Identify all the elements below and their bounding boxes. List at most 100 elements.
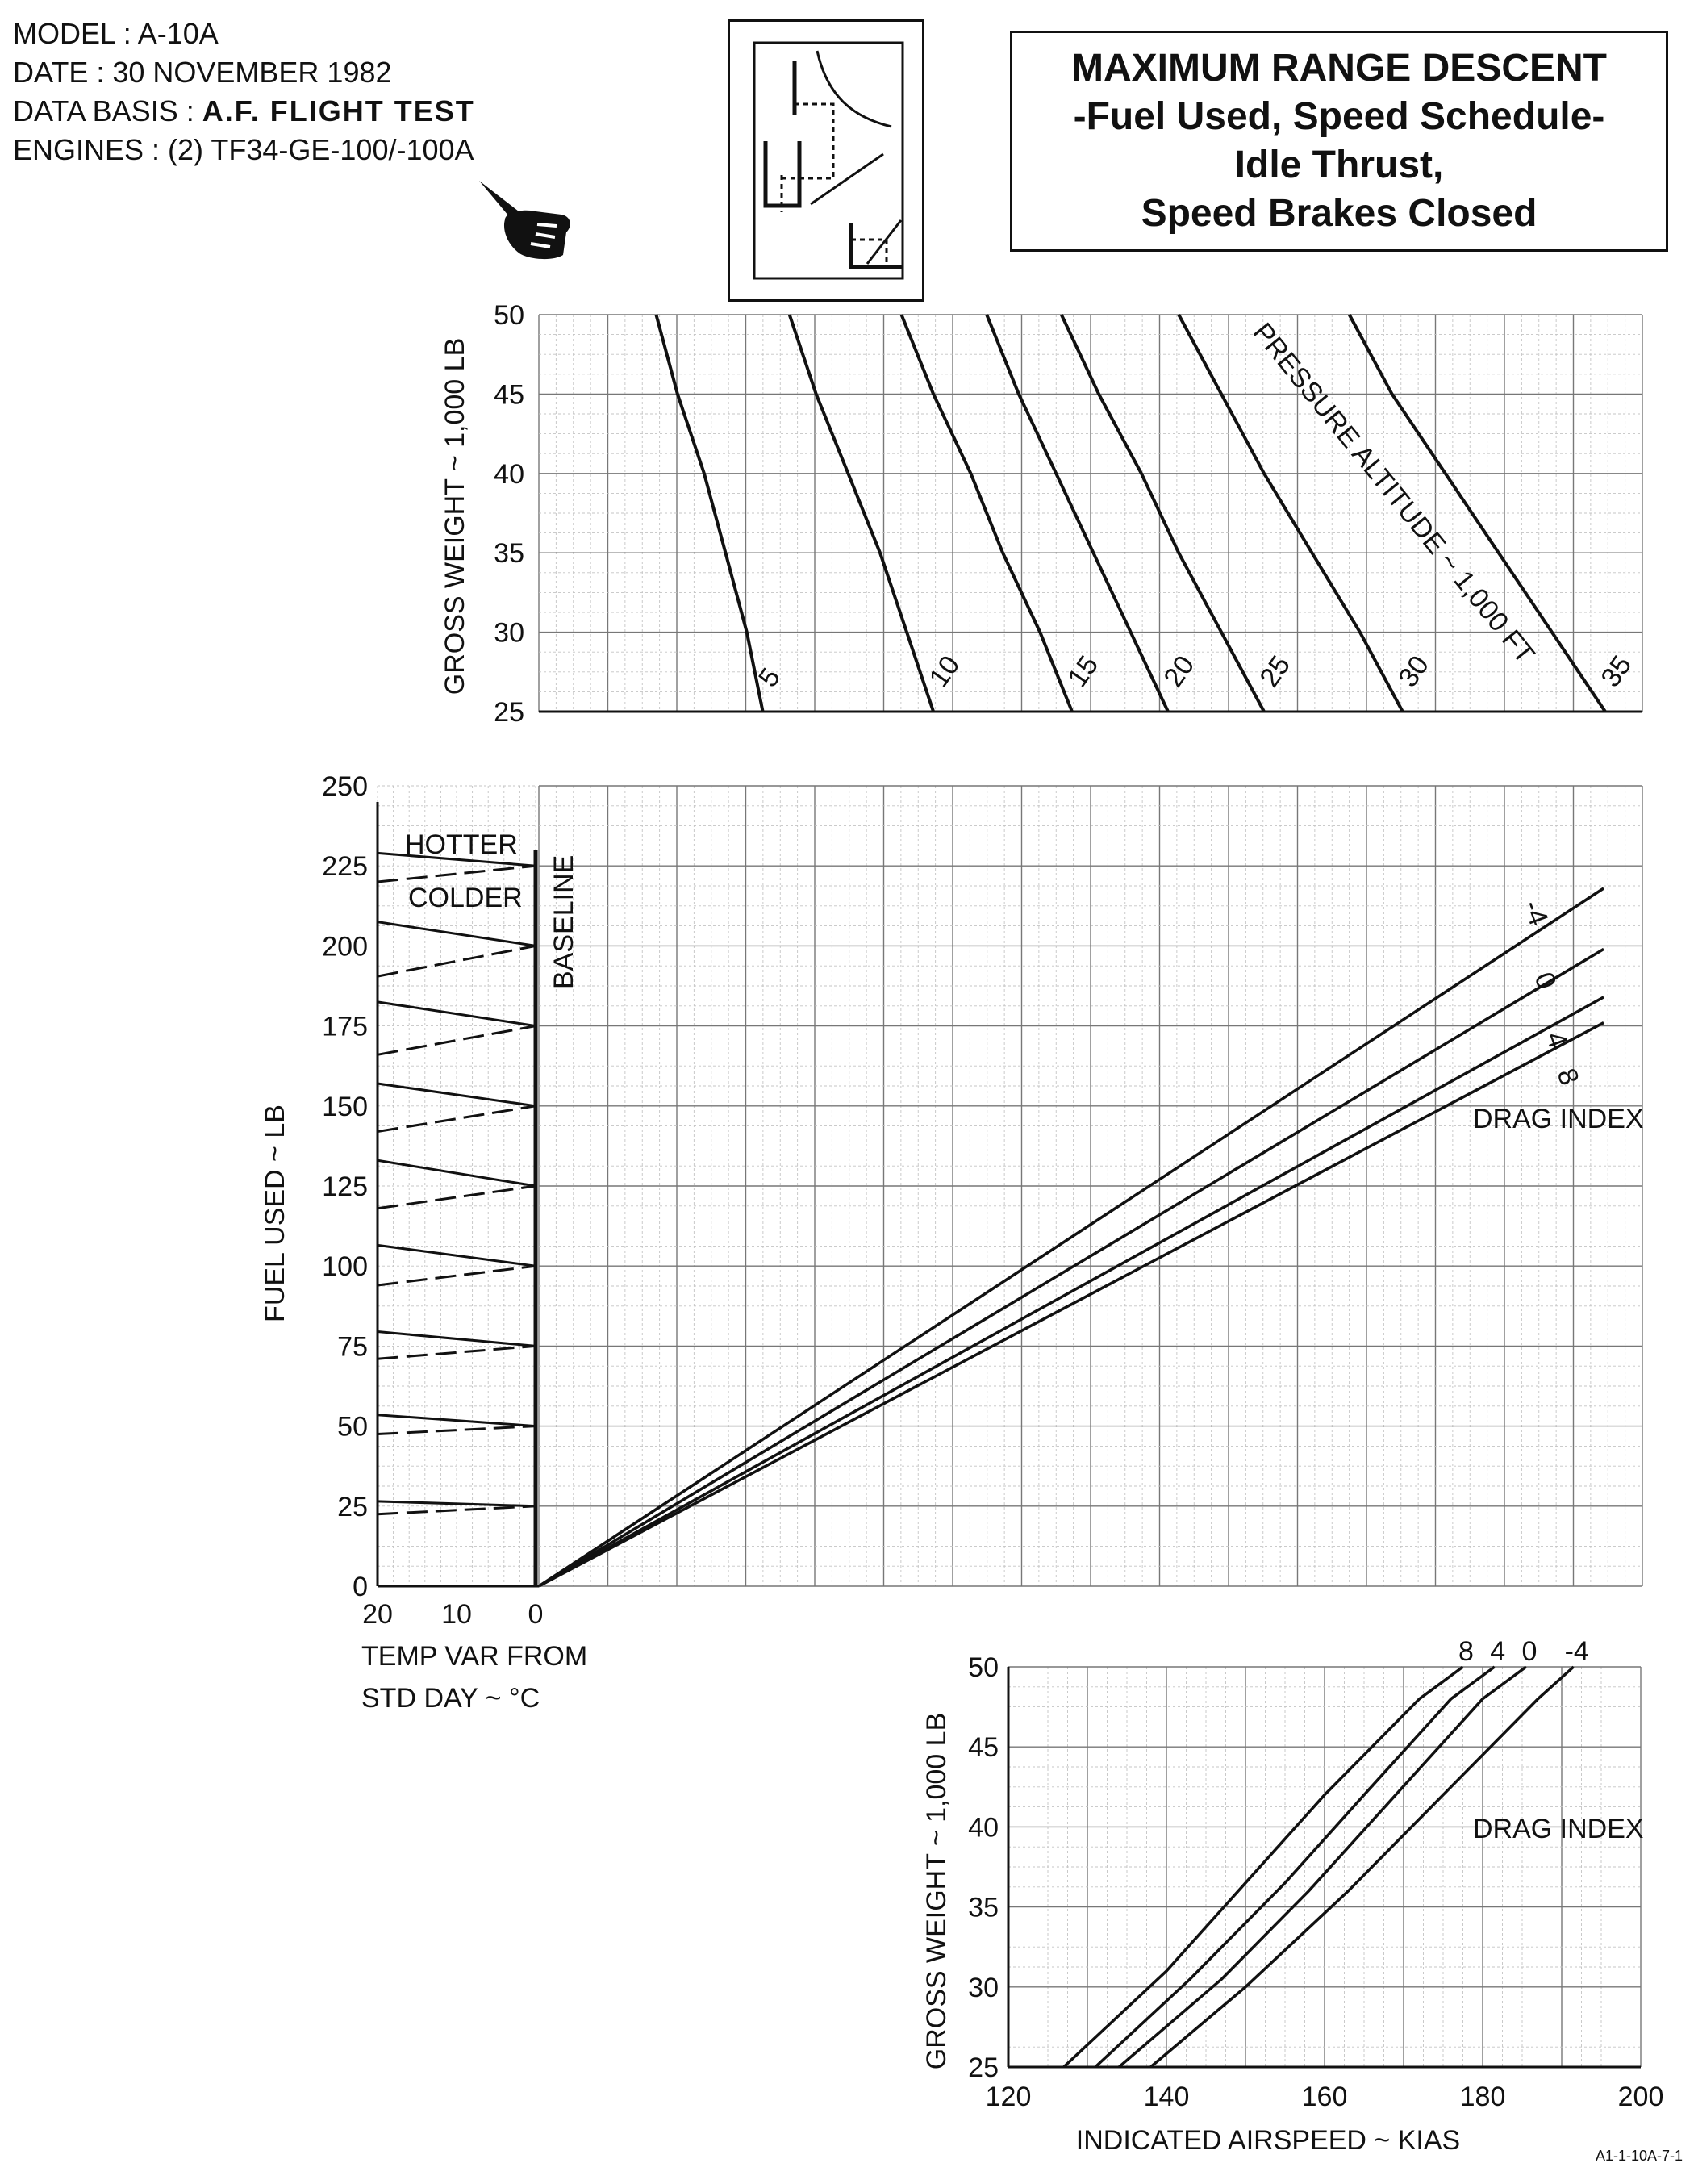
data-basis-row: DATA BASIS : A.F. FLIGHT TEST xyxy=(13,92,475,131)
data-basis-label: DATA BASIS : xyxy=(13,94,194,127)
colder-line xyxy=(377,864,536,883)
chart-grids xyxy=(377,314,1643,2068)
colder-line xyxy=(377,1264,536,1287)
airspeed-curve-drag-0 xyxy=(1118,1665,1527,2069)
model-label: MODEL : A-10A xyxy=(13,17,219,50)
middle-y-axis-label: FUEL USED ~ LB xyxy=(260,1105,290,1322)
fuel-y-tick-label: 25 xyxy=(337,1492,368,1522)
hotter-label: HOTTER xyxy=(405,829,518,860)
chart-curves xyxy=(377,314,1607,2069)
bottom-y-tick-label: 30 xyxy=(968,1973,999,2003)
colder-line xyxy=(377,1344,536,1360)
data-basis-value: A.F. FLIGHT TEST xyxy=(202,94,475,127)
airspeed-curve-label: -4 xyxy=(1565,1636,1589,1667)
bottom-y-tick-label: 50 xyxy=(968,1652,999,1683)
colder-line xyxy=(377,1425,536,1436)
hotter-line xyxy=(377,851,536,867)
fuel-y-tick-label: 175 xyxy=(322,1012,368,1042)
fuel-line-drag-8 xyxy=(538,1021,1604,1588)
pointing-hand-icon xyxy=(479,181,570,260)
bottom-y-tick-label: 35 xyxy=(968,1893,999,1923)
date-label: DATE : 30 NOVEMBER 1982 xyxy=(13,56,392,89)
bottom-y-tick-label: 25 xyxy=(968,2052,999,2083)
airspeed-curve-label: 4 xyxy=(1490,1636,1505,1667)
top-y-tick-label: 30 xyxy=(494,618,524,649)
altitude-curve-label: 30 xyxy=(1392,650,1435,693)
fuel-y-tick-label: 250 xyxy=(322,771,368,802)
title-line-2: -Fuel Used, Speed Schedule- xyxy=(1073,95,1605,138)
hotter-line xyxy=(377,921,536,947)
airspeed-curve-label: 0 xyxy=(1521,1636,1537,1667)
hotter-line xyxy=(377,1500,536,1508)
top-y-tick-label: 25 xyxy=(494,697,524,728)
altitude-curve-30 xyxy=(1177,314,1404,712)
colder-line xyxy=(377,944,536,978)
colder-line xyxy=(377,1184,536,1210)
title-line-3: Idle Thrust, xyxy=(1234,144,1444,186)
bottom-x-tick-label: 120 xyxy=(986,2082,1032,2112)
bottom-x-tick-label: 180 xyxy=(1460,2082,1506,2112)
title-line-1: MAXIMUM RANGE DESCENT xyxy=(1070,47,1607,90)
bottom-drag-index-label: DRAG INDEX xyxy=(1473,1814,1644,1844)
top-y-tick-label: 50 xyxy=(494,300,524,331)
hotter-line xyxy=(377,1159,536,1188)
fuel-y-tick-label: 0 xyxy=(353,1572,368,1602)
altitude-curve-label: 20 xyxy=(1158,650,1200,693)
airspeed-curve-label: 8 xyxy=(1458,1636,1474,1667)
altitude-curve-10 xyxy=(787,314,935,712)
engines-label: ENGINES : (2) TF34-GE-100/-100A xyxy=(13,133,474,166)
top-y-axis-label: GROSS WEIGHT ~ 1,000 LB xyxy=(440,338,470,695)
fuel-y-tick-label: 125 xyxy=(322,1171,368,1202)
altitude-curve-label: 15 xyxy=(1062,650,1104,693)
temp-x-tick-label: 10 xyxy=(441,1599,472,1630)
altitude-curve-label: 10 xyxy=(924,650,966,693)
baseline-label: BASELINE xyxy=(549,855,579,989)
figure-id: A1-1-10A-7-1 xyxy=(1596,2148,1683,2164)
fuel-y-tick-label: 75 xyxy=(337,1331,368,1362)
fuel-line-drag-0 xyxy=(538,947,1604,1588)
hotter-line xyxy=(377,1243,536,1267)
temp-x-axis-label-line1: TEMP VAR FROM xyxy=(361,1641,587,1672)
altitude-curve-15 xyxy=(899,314,1074,712)
altitude-curve-25 xyxy=(1059,314,1266,712)
fuel-y-tick-label: 200 xyxy=(322,931,368,962)
altitude-curve-label: 25 xyxy=(1254,650,1296,693)
title-line-4: Speed Brakes Closed xyxy=(1141,192,1538,235)
top-y-tick-label: 35 xyxy=(494,538,524,569)
fuel-y-tick-label: 100 xyxy=(322,1251,368,1282)
fuel-y-tick-label: 150 xyxy=(322,1092,368,1122)
altitude-curve-20 xyxy=(985,314,1170,712)
bottom-x-tick-label: 140 xyxy=(1144,2082,1190,2112)
bottom-y-tick-label: 40 xyxy=(968,1812,999,1843)
fuel-line-drag--4 xyxy=(538,887,1604,1588)
airspeed-curve-drag--4 xyxy=(1150,1665,1575,2069)
altitude-curve-label: 35 xyxy=(1595,650,1638,693)
bottom-x-axis-label: INDICATED AIRSPEED ~ KIAS xyxy=(1076,2125,1460,2156)
fuel-line-label: 0 xyxy=(1528,968,1562,993)
altitude-curve-35 xyxy=(1347,314,1607,713)
fuel-y-tick-label: 50 xyxy=(337,1412,368,1443)
temp-x-axis-label-line2: STD DAY ~ °C xyxy=(361,1683,540,1714)
top-y-tick-label: 40 xyxy=(494,459,524,490)
fuel-line-drag-4 xyxy=(538,996,1604,1588)
bottom-x-tick-label: 200 xyxy=(1618,2082,1664,2112)
bottom-x-tick-label: 160 xyxy=(1302,2082,1348,2112)
colder-line xyxy=(377,1025,536,1056)
hotter-line xyxy=(377,1330,536,1347)
colder-line xyxy=(377,1505,536,1516)
temp-x-tick-label: 0 xyxy=(528,1599,544,1630)
middle-drag-index-label: DRAG INDEX xyxy=(1473,1104,1644,1134)
airspeed-curve-drag-4 xyxy=(1094,1665,1496,2069)
chart-reading-key-icon xyxy=(728,19,924,302)
chart-frames xyxy=(376,710,1642,2069)
top-y-tick-label: 45 xyxy=(494,379,524,410)
temp-x-tick-label: 20 xyxy=(362,1599,393,1630)
hotter-line xyxy=(377,1414,536,1428)
bottom-y-tick-label: 45 xyxy=(968,1732,999,1763)
altitude-curve-5 xyxy=(654,314,765,712)
fuel-y-tick-label: 225 xyxy=(322,851,368,882)
colder-line xyxy=(377,1105,536,1134)
bottom-y-axis-label: GROSS WEIGHT ~ 1,000 LB xyxy=(921,1713,952,2069)
hotter-line xyxy=(377,1000,536,1028)
